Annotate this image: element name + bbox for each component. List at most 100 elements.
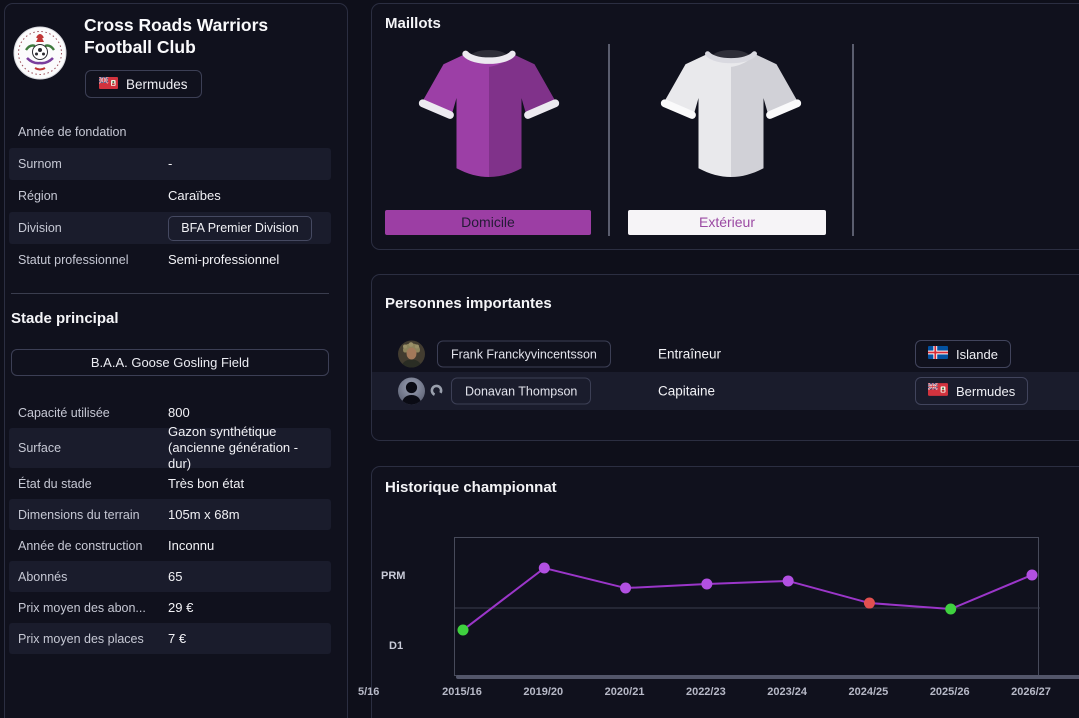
info-row-nickname: Surnom - <box>9 148 331 180</box>
person-name-button[interactable]: Frank Franckyvincentsson <box>437 340 611 368</box>
stadium-name-button[interactable]: B.A.A. Goose Gosling Field <box>11 349 329 376</box>
stadium-value: 65 <box>168 568 183 584</box>
stadium-row-dimensions: Dimensions du terrain 105m x 68m <box>9 499 331 530</box>
info-row-region: Région Caraïbes <box>9 180 331 212</box>
info-label: Année de fondation <box>18 125 127 139</box>
x-axis-tick-clipped: 5/16 <box>358 686 380 698</box>
x-axis-tick: 2020/21 <box>604 686 645 698</box>
club-crest-logo <box>13 26 67 80</box>
club-nation-label: Bermudes <box>126 76 188 92</box>
info-row-division: Division BFA Premier Division <box>9 212 331 244</box>
stadium-label: Surface <box>18 441 62 455</box>
person-role: Entraîneur <box>658 346 722 362</box>
division-link-button[interactable]: BFA Premier Division <box>168 215 312 241</box>
club-name: Cross Roads Warriors Football Club <box>84 14 329 58</box>
key-people-title: Personnes importantes <box>385 295 552 312</box>
stadium-row-ticket-price: Prix moyen des places 7 € <box>9 623 331 654</box>
info-label: Statut professionnel <box>18 253 129 267</box>
info-value: - <box>168 156 173 171</box>
x-axis-tick: 2026/27 <box>1011 686 1051 698</box>
iceland-flag-icon <box>928 346 948 362</box>
stadium-row-season-tickets: Abonnés 65 <box>9 561 331 592</box>
stadium-label: Année de construction <box>18 538 143 553</box>
stadium-value: 105m x 68m <box>168 506 240 522</box>
x-axis-labels: 5/16 2015/16 2019/20 2020/21 2022/23 2023/24 2… <box>358 686 1079 700</box>
league-history-title: Historique championnat <box>385 479 557 496</box>
section-divider <box>11 293 329 294</box>
league-history-chart <box>455 562 1040 636</box>
stadium-row-built: Année de construction Inconnu <box>9 530 331 561</box>
home-kit-label: Domicile <box>385 210 591 235</box>
chart-horizontal-scrollbar[interactable] <box>456 675 1079 679</box>
key-people-panel: Personnes importantes Frank Franckyvince… <box>371 274 1079 441</box>
stadium-row-condition: État du stade Très bon état <box>9 468 331 499</box>
stadium-value: Gazon synthétique (ancienne génération -… <box>168 424 299 471</box>
person-nation-badge[interactable]: Islande <box>915 340 1011 368</box>
kits-panel: Maillots Domicile Extérieur <box>371 3 1079 250</box>
stadium-label: Prix moyen des places <box>18 631 144 646</box>
captain-armband-icon <box>429 384 444 399</box>
x-axis-tick: 2025/26 <box>929 686 970 698</box>
season-point-2026/27 <box>1026 569 1038 581</box>
person-name-button[interactable]: Donavan Thompson <box>451 377 592 405</box>
club-info-panel: Cross Roads Warriors Football Club <box>4 3 348 718</box>
x-axis-tick: 2023/24 <box>767 686 808 698</box>
y-band-label-d1: D1 <box>389 640 404 652</box>
season-point-2022/23 <box>701 578 713 590</box>
x-axis-tick: 2024/25 <box>848 686 889 698</box>
league-history-plot <box>454 537 1040 676</box>
stadium-label: État du stade <box>18 476 92 491</box>
season-point-2025/26 <box>945 603 957 615</box>
person-role: Capitaine <box>658 383 716 399</box>
stadium-value: 800 <box>168 404 190 420</box>
stadium-rows: Capacité utilisée 800 Surface Gazon synt… <box>9 397 331 654</box>
info-value: Caraïbes <box>168 188 221 203</box>
y-band-label-prm: PRM <box>381 570 406 582</box>
coach-avatar <box>398 340 425 368</box>
season-point-2020/21 <box>620 582 632 594</box>
club-nation-badge[interactable]: Bermudes <box>85 70 202 98</box>
info-row-founded: Année de fondation <box>9 116 331 148</box>
bermuda-flag-icon <box>98 75 118 92</box>
info-row-status: Statut professionnel Semi-professionnel <box>9 244 331 276</box>
kit-divider <box>608 44 610 236</box>
info-value-wrap: BFA Premier Division <box>168 200 322 257</box>
stadium-label: Dimensions du terrain <box>18 507 140 522</box>
person-row-captain: Donavan Thompson Capitaine <box>372 372 1079 410</box>
info-label: Surnom <box>18 157 62 171</box>
stadium-label: Capacité utilisée <box>18 405 110 420</box>
x-axis-tick: 2015/16 <box>442 686 482 698</box>
kit-divider <box>852 44 854 236</box>
info-label: Région <box>18 189 58 203</box>
stadium-value: 7 € <box>168 630 187 646</box>
person-row-coach: Frank Franckyvincentsson Entraîneur Isla… <box>372 336 1079 372</box>
stadium-label: Prix moyen des abon... <box>18 600 146 615</box>
season-point-2015/16 <box>457 624 469 636</box>
person-nation-label: Bermudes <box>956 383 1016 399</box>
home-kit-jersey <box>418 49 560 178</box>
kits-title: Maillots <box>385 15 441 32</box>
x-axis-tick: 2019/20 <box>523 686 564 698</box>
club-info-rows: Année de fondation Surnom - Région Caraï… <box>9 116 331 276</box>
person-nation-label: Islande <box>956 346 998 362</box>
stadium-row-surface: Surface Gazon synthétique (ancienne géné… <box>9 424 331 471</box>
stadium-label: Abonnés <box>18 569 68 584</box>
info-value: Semi-professionnel <box>168 252 280 267</box>
person-nation-badge[interactable]: Bermudes <box>915 377 1029 405</box>
player-silhouette-avatar <box>398 377 425 405</box>
stadium-value: 29 € <box>168 599 194 615</box>
league-history-panel: Historique championnat PRM D1 5/16 2015/1… <box>358 466 1079 718</box>
away-kit-jersey <box>660 49 802 178</box>
stadium-value: Inconnu <box>168 537 215 553</box>
bermuda-flag-icon <box>927 382 948 399</box>
club-name-line2: Football Club <box>84 37 196 57</box>
season-point-2023/24 <box>782 575 794 587</box>
info-label: Division <box>18 221 62 235</box>
stadium-row-season-ticket-price: Prix moyen des abon... 29 € <box>9 592 331 623</box>
club-name-line1: Cross Roads Warriors <box>84 15 269 35</box>
season-point-2024/25 <box>863 597 875 609</box>
season-point-2019/20 <box>538 562 550 574</box>
stadium-row-capacity: Capacité utilisée 800 <box>9 397 331 428</box>
stadium-value: Très bon état <box>168 475 245 491</box>
